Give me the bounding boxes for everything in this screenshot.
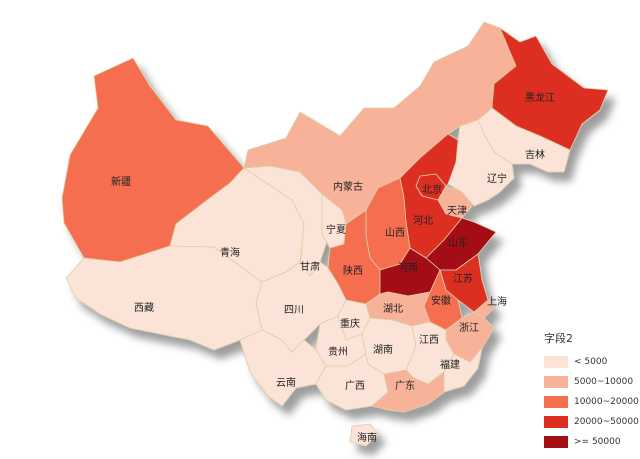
province-label-14: 陕西 bbox=[343, 264, 363, 277]
province-region-2[interactable] bbox=[65, 245, 263, 351]
province-label-30: 广东 bbox=[395, 379, 415, 392]
province-label-28: 云南 bbox=[276, 376, 296, 389]
province-label-8: 辽宁 bbox=[487, 172, 507, 185]
legend-swatch bbox=[544, 436, 568, 448]
province-label-9: 北京 bbox=[422, 183, 442, 196]
legend-item-4[interactable]: 20000~50000 bbox=[542, 413, 639, 431]
province-label-3: 青海 bbox=[220, 246, 240, 259]
province-label-12: 山西 bbox=[385, 227, 405, 239]
province-label-15: 山东 bbox=[448, 236, 468, 249]
legend-item-3[interactable]: 10000~20000 bbox=[542, 393, 639, 411]
province-label-10: 天津 bbox=[447, 205, 467, 217]
legend-swatch bbox=[544, 356, 568, 368]
province-label-6: 黑龙江 bbox=[525, 91, 555, 104]
province-label-23: 重庆 bbox=[340, 317, 360, 330]
province-region-31[interactable] bbox=[349, 423, 379, 447]
province-region-6[interactable] bbox=[491, 27, 609, 151]
province-label-5: 内蒙古 bbox=[333, 180, 363, 193]
province-label-18: 安徽 bbox=[431, 294, 451, 307]
legend-title: 字段2 bbox=[544, 332, 573, 345]
province-label-31: 海南 bbox=[357, 431, 377, 444]
province-label-21: 湖北 bbox=[383, 303, 403, 315]
legend-label: 5000~10000 bbox=[574, 377, 634, 387]
legend-swatch bbox=[544, 416, 568, 428]
province-label-29: 广西 bbox=[345, 380, 365, 392]
province-label-16: 河南 bbox=[398, 261, 418, 274]
province-label-4: 甘肃 bbox=[300, 260, 320, 273]
legend-swatch bbox=[544, 396, 568, 408]
province-label-17: 江苏 bbox=[453, 272, 473, 285]
province-label-7: 吉林 bbox=[525, 148, 545, 161]
province-label-24: 贵州 bbox=[328, 345, 348, 358]
province-label-20: 浙江 bbox=[459, 322, 479, 334]
province-label-19: 上海 bbox=[487, 295, 507, 308]
legend-label: 20000~50000 bbox=[574, 417, 639, 427]
legend-item-1[interactable]: < 5000 bbox=[542, 353, 638, 371]
legend-label: < 5000 bbox=[574, 357, 608, 367]
province-label-22: 四川 bbox=[284, 305, 304, 316]
map-legend: 字段2 < 5000 5000~10000 10000~20000 20000~500… bbox=[542, 330, 639, 453]
province-label-26: 江西 bbox=[419, 334, 439, 346]
province-region-28[interactable] bbox=[239, 329, 327, 407]
province-region-30[interactable] bbox=[371, 369, 445, 413]
legend-swatch bbox=[544, 376, 568, 388]
province-label-11: 河北 bbox=[413, 215, 433, 227]
province-label-27: 福建 bbox=[440, 358, 460, 371]
legend-item-5[interactable]: >= 50000 bbox=[542, 433, 638, 451]
province-label-25: 湖南 bbox=[373, 343, 393, 356]
legend-label: 10000~20000 bbox=[574, 397, 639, 407]
province-label-1: 新疆 bbox=[111, 175, 131, 188]
legend-label: >= 50000 bbox=[574, 437, 621, 447]
legend-item-2[interactable]: 5000~10000 bbox=[542, 373, 638, 391]
province-label-2: 西藏 bbox=[134, 302, 154, 314]
province-label-13: 宁夏 bbox=[326, 223, 346, 236]
